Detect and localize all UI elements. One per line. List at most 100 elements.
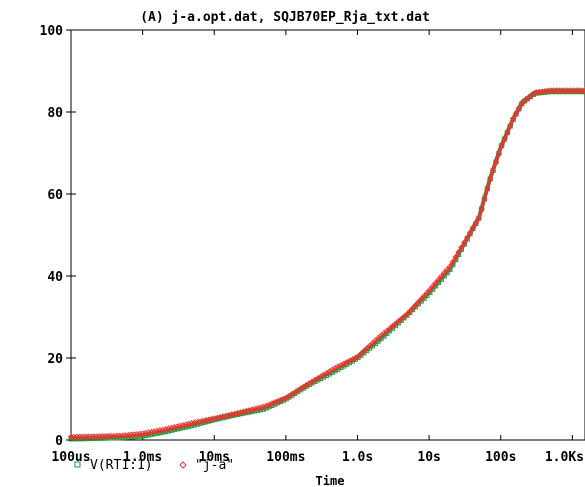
data-point bbox=[133, 430, 141, 438]
data-point bbox=[535, 88, 543, 96]
x-tick-label: 100us bbox=[51, 450, 90, 465]
data-point bbox=[202, 417, 210, 424]
data-point bbox=[487, 175, 494, 183]
data-point bbox=[265, 401, 273, 408]
data-point bbox=[532, 89, 540, 96]
legend-item: "j-a" bbox=[179, 458, 234, 473]
data-point bbox=[429, 283, 437, 290]
data-point bbox=[234, 409, 241, 417]
data-point bbox=[343, 359, 350, 366]
data-point bbox=[179, 422, 187, 429]
data-point bbox=[222, 412, 230, 420]
data-point bbox=[349, 356, 356, 363]
data-point bbox=[254, 405, 261, 412]
legend-marker-diamond bbox=[179, 461, 187, 469]
data-point bbox=[248, 406, 256, 413]
data-point bbox=[415, 298, 422, 306]
data-point bbox=[245, 407, 253, 414]
data-point bbox=[432, 279, 439, 287]
data-point bbox=[162, 426, 169, 433]
y-tick-label: 20 bbox=[47, 352, 63, 367]
data-point bbox=[260, 403, 267, 411]
data-point bbox=[242, 407, 250, 415]
data-point bbox=[466, 229, 474, 237]
data-point bbox=[455, 248, 462, 256]
data-point bbox=[538, 88, 546, 95]
data-point bbox=[515, 105, 523, 112]
series-j-a bbox=[67, 87, 585, 441]
data-point bbox=[346, 357, 353, 365]
data-point bbox=[495, 150, 503, 157]
data-point bbox=[507, 122, 514, 129]
data-point bbox=[188, 420, 195, 427]
data-point bbox=[168, 424, 175, 432]
y-tick-label: 0 bbox=[55, 434, 63, 449]
data-point bbox=[478, 205, 485, 213]
data-point bbox=[280, 395, 287, 403]
data-point bbox=[510, 115, 517, 122]
data-point bbox=[251, 405, 258, 413]
data-point bbox=[435, 276, 442, 283]
chart-title: (A) j-a.opt.dat, SQJB70EP_Rja_txt.dat bbox=[140, 10, 430, 25]
data-point bbox=[277, 396, 284, 404]
data-point bbox=[541, 88, 549, 95]
data-point bbox=[125, 431, 132, 439]
data-point bbox=[464, 234, 471, 241]
x-tick-label: 1.0ms bbox=[123, 450, 162, 465]
data-point bbox=[165, 425, 172, 432]
legend: V(RT1:1) "j-a" bbox=[74, 458, 234, 473]
data-point bbox=[501, 135, 508, 143]
data-point bbox=[136, 430, 144, 438]
data-point bbox=[475, 215, 482, 222]
data-point bbox=[122, 432, 129, 439]
data-point bbox=[472, 219, 480, 227]
y-tick-label: 80 bbox=[47, 106, 63, 121]
data-point bbox=[426, 286, 434, 293]
data-point bbox=[219, 413, 227, 420]
x-tick-label: 1.0Ks bbox=[545, 450, 584, 465]
data-point bbox=[449, 258, 457, 266]
data-point bbox=[581, 87, 585, 94]
data-point bbox=[205, 416, 213, 423]
data-point bbox=[217, 413, 224, 421]
x-tick-label: 100s bbox=[485, 450, 516, 465]
data-point bbox=[489, 167, 497, 174]
legend-label: V(RT1:1) bbox=[90, 458, 153, 473]
data-point bbox=[194, 418, 201, 426]
data-point bbox=[504, 128, 511, 136]
data-point bbox=[544, 87, 551, 95]
data-point bbox=[340, 360, 348, 367]
plot-area bbox=[70, 29, 585, 441]
data-point bbox=[237, 409, 244, 416]
data-point bbox=[199, 417, 207, 425]
data-point bbox=[128, 431, 135, 438]
data-point bbox=[208, 415, 215, 423]
data-point bbox=[334, 363, 342, 370]
data-point bbox=[498, 142, 505, 149]
data-point bbox=[420, 292, 428, 300]
data-point bbox=[159, 426, 167, 434]
y-tick-label: 60 bbox=[47, 188, 63, 203]
data-point bbox=[418, 295, 425, 303]
data-point bbox=[469, 224, 477, 232]
data-point bbox=[211, 415, 218, 422]
data-point bbox=[119, 432, 126, 439]
data-point bbox=[271, 399, 279, 406]
data-point bbox=[197, 418, 204, 425]
data-point bbox=[446, 263, 454, 270]
data-point bbox=[139, 430, 146, 437]
data-point bbox=[240, 408, 247, 415]
data-point bbox=[512, 110, 520, 117]
legend-item: V(RT1:1) bbox=[74, 458, 153, 473]
data-point bbox=[406, 308, 414, 315]
data-point bbox=[274, 398, 281, 405]
x-tick-label: 10s bbox=[417, 450, 440, 465]
data-point bbox=[176, 422, 184, 430]
x-tick-label: 10ms bbox=[199, 450, 230, 465]
data-point bbox=[214, 414, 221, 421]
data-point bbox=[461, 239, 468, 246]
data-point bbox=[263, 402, 270, 410]
data-point bbox=[257, 404, 264, 411]
y-tick-label: 100 bbox=[40, 24, 64, 39]
